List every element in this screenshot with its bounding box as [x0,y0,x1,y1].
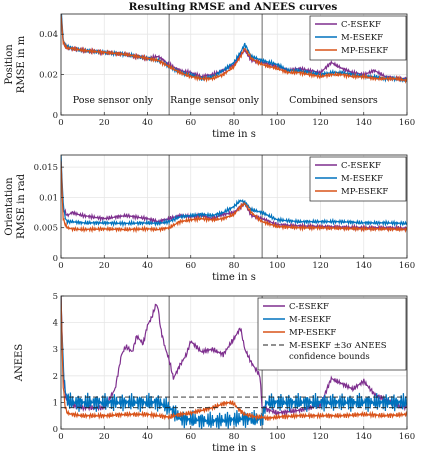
x-tick-label: 160 [399,432,415,442]
legend-entry: MP-ESEKF [341,187,388,197]
y-tick-label: 4 [53,319,58,329]
legend-entry: C-ESEKF [341,161,381,171]
y-tick-label: 2 [53,372,58,382]
legend-entry: C-ESEKF [289,302,329,312]
x-tick-label: 140 [356,118,372,128]
x-tick-label: 20 [99,118,110,128]
y-tick-label: 1 [53,398,58,408]
y-tick-label: 0.04 [39,30,58,40]
legend-box [257,297,407,371]
legend-entry: C-ESEKF [341,20,381,30]
figure-title: Resulting RMSE and ANEES curves [129,1,338,13]
y-tick-label: 0.015 [34,163,58,173]
x-tick-label: 60 [185,432,196,442]
x-tick-label: 80 [229,261,240,271]
y-axis-label: Position [4,44,15,85]
series-line-mp [61,161,407,234]
y-tick-label: 0.005 [34,224,58,234]
region-label: Pose sensor only [73,95,154,106]
x-tick-label: 0 [58,118,63,128]
x-tick-label: 60 [185,261,196,271]
legend: C-ESEKF M-ESEKF MP-ESEKF [309,15,407,61]
x-tick-label: 80 [229,432,240,442]
y-tick-label: 5 [53,292,58,302]
legend: C-ESEKF M-ESEKF MP-ESEKF M-ESEKF ±3σ ANEESc… [257,297,407,371]
x-tick-label: 140 [356,432,372,442]
y-tick-label: 0 [53,111,58,121]
series-line-m [61,296,407,429]
y-axis-label: ANEES [14,344,25,383]
legend-entry-bounds: M-ESEKF ±3σ ANEES [289,341,387,351]
series-line-m [61,155,407,228]
subplot-2: 0 20 40 60 80 100 120 140 160 0 0.005 0.01 0.015 time… [4,154,415,283]
legend-entry: M-ESEKF [341,174,383,184]
x-tick-label: 100 [269,432,285,442]
x-tick-label: 160 [399,261,415,271]
y-tick-label: 0 [53,425,58,435]
legend-entry: MP-ESEKF [289,328,336,338]
legend-entry-bounds: confidence bounds [289,352,370,362]
x-tick-label: 140 [356,261,372,271]
y-axis-label: RMSE in m [16,35,27,93]
legend-entry: M-ESEKF [289,315,331,325]
y-axis-label: RMSE in rad [16,173,27,239]
x-tick-label: 0 [58,261,63,271]
x-tick-label: 100 [269,261,285,271]
x-tick-label: 20 [99,432,110,442]
legend-entry: M-ESEKF [341,33,383,43]
x-tick-label: 0 [58,432,63,442]
x-tick-label: 60 [185,118,196,128]
y-tick-label: 3 [53,345,58,355]
subplot-1: 0 20 40 60 80 100 120 140 160 0 0.02 0.04 time in s P… [4,13,415,140]
y-tick-label: 0.02 [39,71,58,81]
y-axis-label: Orientation [4,177,15,236]
x-axis-label: time in s [212,272,256,283]
region-label: Range sensor only [170,95,260,106]
subplot-3: 0 20 40 60 80 100 120 140 160 0 1 2 3 4 5 time in s ANEE… [14,292,415,454]
x-tick-label: 40 [142,261,153,271]
x-axis-label: time in s [212,443,256,454]
x-tick-label: 100 [269,118,285,128]
x-tick-label: 40 [142,432,153,442]
x-tick-label: 40 [142,118,153,128]
x-tick-label: 120 [312,261,328,271]
y-tick-label: 0.01 [39,193,58,203]
x-tick-label: 120 [312,118,328,128]
x-tick-label: 160 [399,118,415,128]
legend: C-ESEKF M-ESEKF MP-ESEKF [309,156,407,202]
y-tick-label: 0 [53,254,58,264]
x-tick-label: 20 [99,261,110,271]
region-label: Combined sensors [289,95,378,106]
x-axis-label: time in s [212,129,256,140]
legend-entry: MP-ESEKF [341,46,388,56]
x-tick-label: 120 [312,432,328,442]
series-line-mp [61,296,407,422]
series-line-mp [61,14,407,84]
x-tick-label: 80 [229,118,240,128]
series-line-c [61,296,407,416]
